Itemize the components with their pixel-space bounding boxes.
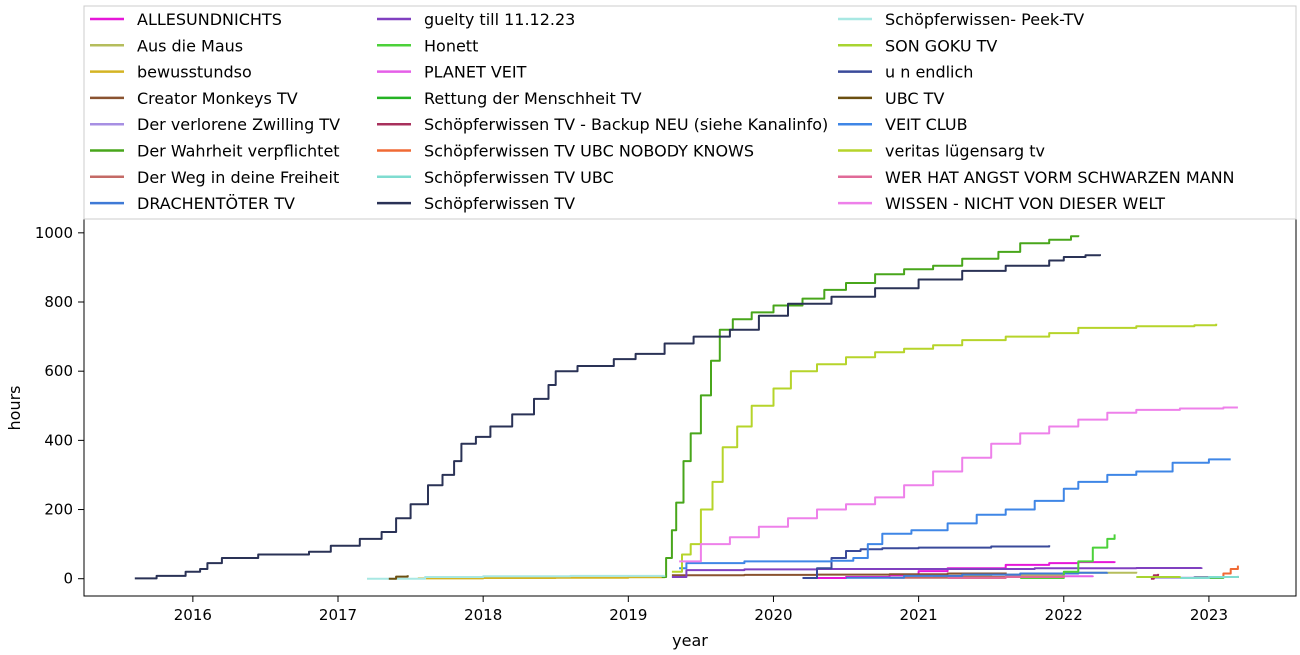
series-line-5 [661, 235, 1080, 578]
legend-label: Rettung der Menschheit TV [424, 89, 642, 108]
x-tick-label: 2023 [1190, 606, 1228, 624]
legend-label: Schöpferwissen TV UBC [424, 168, 614, 187]
series-line-9 [1020, 534, 1116, 579]
series-line-16 [367, 574, 666, 580]
series-line-20 [679, 458, 1231, 570]
legend-label: WER HAT ANGST VORM SCHWARZEN MANN [885, 168, 1235, 187]
legend-label: Schöpferwissen TV [424, 194, 575, 213]
y-tick-label: 200 [44, 501, 73, 519]
series-line-3 [671, 572, 1007, 577]
series-line-23 [679, 406, 1238, 563]
x-tick-label: 2019 [609, 606, 647, 624]
legend-label: Honett [424, 36, 478, 55]
legend-frame [83, 5, 1297, 220]
x-tick-label: 2017 [319, 606, 357, 624]
legend-label: ALLESUNDNICHTS [137, 10, 282, 29]
series-line-21 [671, 323, 1218, 573]
legend-label: Der Weg in deine Freiheit [137, 168, 339, 187]
series-line-12 [1150, 573, 1160, 580]
legend-label: guelty till 11.12.23 [424, 10, 575, 29]
legend: ALLESUNDNICHTS Aus die Maus bewusstundso Cr… [83, 5, 1297, 220]
x-tick-label: 2021 [900, 606, 938, 624]
series-line-8 [671, 567, 1203, 578]
legend-label: Creator Monkeys TV [137, 89, 298, 108]
x-tick-label: 2020 [754, 606, 792, 624]
legend-label: WISSEN - NICHT VON DIESER WELT [885, 194, 1165, 213]
series-line-17 [1136, 576, 1181, 578]
x-axis-ticks: 2016 2017 2018 2019 2020 2021 2022 2023 [174, 596, 1228, 624]
legend-label: u n endlich [885, 63, 973, 82]
y-axis-ticks: 0 200 400 600 800 1000 [35, 224, 84, 588]
series-line-22 [947, 575, 1065, 579]
legend-label: Schöpferwissen TV - Backup NEU (siehe Ka… [424, 115, 828, 134]
series-lines [134, 235, 1239, 580]
legend-label: VEIT CLUB [885, 115, 968, 134]
y-tick-label: 400 [44, 431, 73, 449]
x-axis-label: year [672, 631, 708, 650]
legend-label: Der Wahrheit verpflichtet [137, 142, 340, 161]
series-line-14 [1179, 575, 1239, 579]
x-tick-label: 2022 [1045, 606, 1083, 624]
legend-label: UBC TV [885, 89, 944, 108]
legend-label: bewusstundso [137, 63, 252, 82]
legend-label: Schöpferwissen- Peek-TV [885, 10, 1084, 29]
series-line-7 [846, 571, 1109, 579]
legend-label: Schöpferwissen TV UBC NOBODY KNOWS [424, 142, 754, 161]
series-line-15 [134, 254, 1101, 580]
y-axis-label: hours [5, 386, 24, 431]
legend-label: SON GOKU TV [885, 36, 997, 55]
series-line-19 [388, 575, 409, 580]
legend-label: PLANET VEIT [424, 63, 527, 82]
x-tick-label: 2016 [174, 606, 212, 624]
x-tick-label: 2018 [464, 606, 502, 624]
legend-label: Der verlorene Zwilling TV [137, 115, 340, 134]
series-line-2 [417, 576, 666, 580]
legend-label: veritas lügensarg tv [885, 142, 1045, 161]
y-tick-label: 800 [44, 293, 73, 311]
y-tick-label: 0 [63, 570, 73, 588]
series-line-18 [802, 545, 1051, 579]
legend-label: Aus die Maus [137, 36, 243, 55]
legend-label: DRACHENTÖTER TV [137, 194, 295, 213]
y-tick-label: 1000 [35, 224, 73, 242]
y-tick-label: 600 [44, 362, 73, 380]
